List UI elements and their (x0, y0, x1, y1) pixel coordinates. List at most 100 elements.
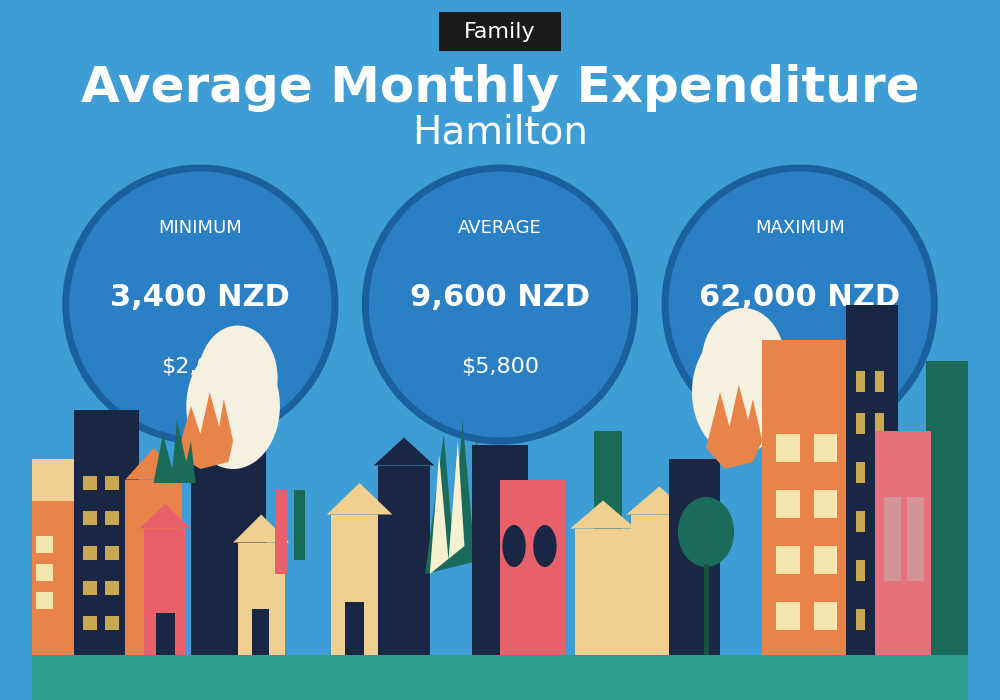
Bar (926, 360, 973, 654)
Bar (83, 476, 97, 490)
Bar (105, 476, 119, 490)
Polygon shape (425, 420, 481, 574)
Bar (875, 560, 884, 581)
FancyBboxPatch shape (439, 12, 561, 51)
Text: $2,000: $2,000 (161, 358, 239, 377)
Ellipse shape (186, 343, 280, 469)
Bar (83, 511, 97, 525)
Ellipse shape (502, 525, 526, 567)
Bar (32, 458, 83, 654)
Bar (814, 546, 837, 574)
Ellipse shape (69, 172, 331, 438)
Bar (851, 602, 875, 630)
Text: 62,000 NZD: 62,000 NZD (699, 283, 900, 312)
Bar (814, 602, 837, 630)
Bar (875, 371, 884, 392)
Bar (776, 546, 800, 574)
Polygon shape (154, 420, 196, 483)
Polygon shape (626, 486, 692, 514)
Bar (378, 466, 430, 654)
Bar (36, 592, 53, 609)
Bar (851, 490, 875, 518)
Bar (814, 490, 837, 518)
Text: $5,800: $5,800 (461, 358, 539, 377)
Ellipse shape (701, 308, 786, 420)
Polygon shape (177, 392, 233, 469)
Text: Hamilton: Hamilton (412, 114, 588, 152)
Bar (105, 511, 119, 525)
Text: MINIMUM: MINIMUM (158, 218, 242, 237)
Text: 🇳🇿: 🇳🇿 (470, 172, 530, 220)
Polygon shape (327, 483, 392, 514)
Bar (500, 480, 566, 654)
Bar (32, 500, 83, 654)
Bar (851, 434, 875, 462)
Text: AVERAGE: AVERAGE (458, 218, 542, 237)
Bar (875, 430, 931, 654)
Bar (252, 609, 269, 654)
Text: MAXIMUM: MAXIMUM (755, 218, 845, 237)
Bar (851, 546, 875, 574)
Text: 9,600 NZD: 9,600 NZD (410, 283, 590, 312)
Text: Family: Family (464, 22, 536, 41)
Bar (294, 490, 305, 560)
Bar (191, 389, 266, 654)
Bar (776, 434, 800, 462)
Ellipse shape (362, 164, 638, 444)
Bar (875, 609, 884, 630)
Bar (856, 462, 865, 483)
Bar (776, 490, 800, 518)
Bar (83, 546, 97, 560)
Text: 3,400 NZD: 3,400 NZD (110, 283, 290, 312)
Bar (105, 581, 119, 595)
Bar (856, 413, 865, 434)
Bar (856, 609, 865, 630)
Ellipse shape (662, 164, 938, 444)
Bar (875, 462, 884, 483)
Bar (669, 458, 720, 654)
Polygon shape (706, 385, 762, 469)
Text: $38,000: $38,000 (754, 358, 846, 377)
Polygon shape (374, 438, 434, 466)
Bar (846, 304, 898, 654)
Bar (156, 612, 175, 654)
Ellipse shape (669, 172, 931, 438)
Ellipse shape (533, 525, 557, 567)
Bar (631, 514, 687, 654)
Polygon shape (125, 448, 182, 480)
Bar (875, 511, 884, 532)
Bar (275, 490, 287, 574)
Bar (36, 564, 53, 581)
Bar (856, 560, 865, 581)
Bar (856, 371, 865, 392)
Bar (884, 497, 901, 581)
Bar (125, 480, 182, 654)
Ellipse shape (678, 497, 734, 567)
Bar (83, 616, 97, 630)
Bar (814, 434, 837, 462)
Ellipse shape (369, 172, 631, 438)
Ellipse shape (198, 326, 278, 430)
Bar (575, 528, 631, 654)
Bar (105, 546, 119, 560)
Bar (74, 410, 139, 654)
Bar (594, 430, 622, 654)
Bar (704, 564, 709, 654)
Bar (36, 536, 53, 553)
Text: Average Monthly Expenditure: Average Monthly Expenditure (81, 64, 919, 111)
Bar (105, 616, 119, 630)
Bar (776, 602, 800, 630)
Polygon shape (233, 514, 289, 542)
Polygon shape (430, 441, 464, 574)
Polygon shape (139, 504, 191, 528)
Bar (331, 514, 388, 654)
Bar (32, 654, 968, 700)
Polygon shape (570, 500, 636, 528)
Bar (856, 511, 865, 532)
Bar (875, 413, 884, 434)
Ellipse shape (62, 164, 338, 444)
Bar (345, 602, 364, 654)
Bar (144, 528, 186, 654)
Bar (762, 340, 875, 654)
Bar (472, 444, 528, 654)
